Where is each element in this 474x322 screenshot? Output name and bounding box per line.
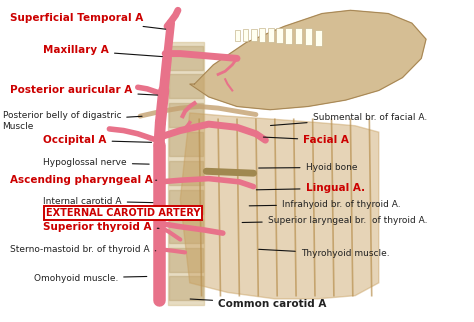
- Text: Occipital A: Occipital A: [43, 135, 152, 145]
- Bar: [169, 248, 203, 272]
- Bar: [285, 28, 292, 44]
- Bar: [169, 161, 203, 185]
- Text: Internal carotid A: Internal carotid A: [43, 196, 153, 205]
- Text: Sterno-mastoid br. of thyroid A: Sterno-mastoid br. of thyroid A: [10, 245, 156, 254]
- Text: Posterior belly of digastric
Muscle: Posterior belly of digastric Muscle: [2, 111, 142, 131]
- Text: Lingual A.: Lingual A.: [256, 183, 365, 193]
- Bar: [169, 103, 203, 127]
- Polygon shape: [190, 10, 426, 110]
- Bar: [169, 132, 203, 156]
- Text: Infrahyoid br. of thyroid A.: Infrahyoid br. of thyroid A.: [249, 200, 401, 209]
- Bar: [268, 28, 274, 43]
- Text: Hyoid bone: Hyoid bone: [259, 163, 357, 172]
- Bar: [169, 276, 203, 300]
- Bar: [169, 219, 203, 243]
- Text: EXTERNAL CAROTID ARTERY: EXTERNAL CAROTID ARTERY: [46, 208, 200, 218]
- Bar: [259, 28, 265, 42]
- Bar: [305, 28, 312, 45]
- Text: Ascending pharyngeal A: Ascending pharyngeal A: [10, 175, 156, 185]
- Bar: [243, 29, 248, 41]
- Text: Facial A: Facial A: [264, 135, 349, 145]
- Bar: [169, 74, 203, 99]
- Text: Superior laryngeal br.  of thyroid A.: Superior laryngeal br. of thyroid A.: [242, 216, 427, 225]
- Bar: [169, 46, 203, 70]
- Bar: [276, 28, 283, 43]
- Text: Omohyoid muscle.: Omohyoid muscle.: [34, 273, 147, 282]
- Text: Thyrohyoid muscle.: Thyrohyoid muscle.: [259, 249, 390, 259]
- Text: Superior thyroid A: Superior thyroid A: [43, 222, 159, 232]
- Polygon shape: [180, 113, 379, 299]
- Bar: [169, 190, 203, 214]
- Bar: [251, 29, 257, 42]
- Text: Posterior auricular A: Posterior auricular A: [10, 85, 158, 95]
- Bar: [295, 28, 302, 44]
- Text: Maxillary A: Maxillary A: [43, 45, 163, 57]
- Text: Hypoglossal nerve: Hypoglossal nerve: [43, 158, 149, 167]
- Text: Submental br. of facial A.: Submental br. of facial A.: [271, 113, 427, 126]
- Bar: [235, 30, 240, 41]
- Text: Common carotid A: Common carotid A: [190, 299, 327, 309]
- Text: Superficial Temporal A: Superficial Temporal A: [10, 13, 166, 29]
- Bar: [168, 43, 204, 305]
- Bar: [315, 30, 322, 46]
